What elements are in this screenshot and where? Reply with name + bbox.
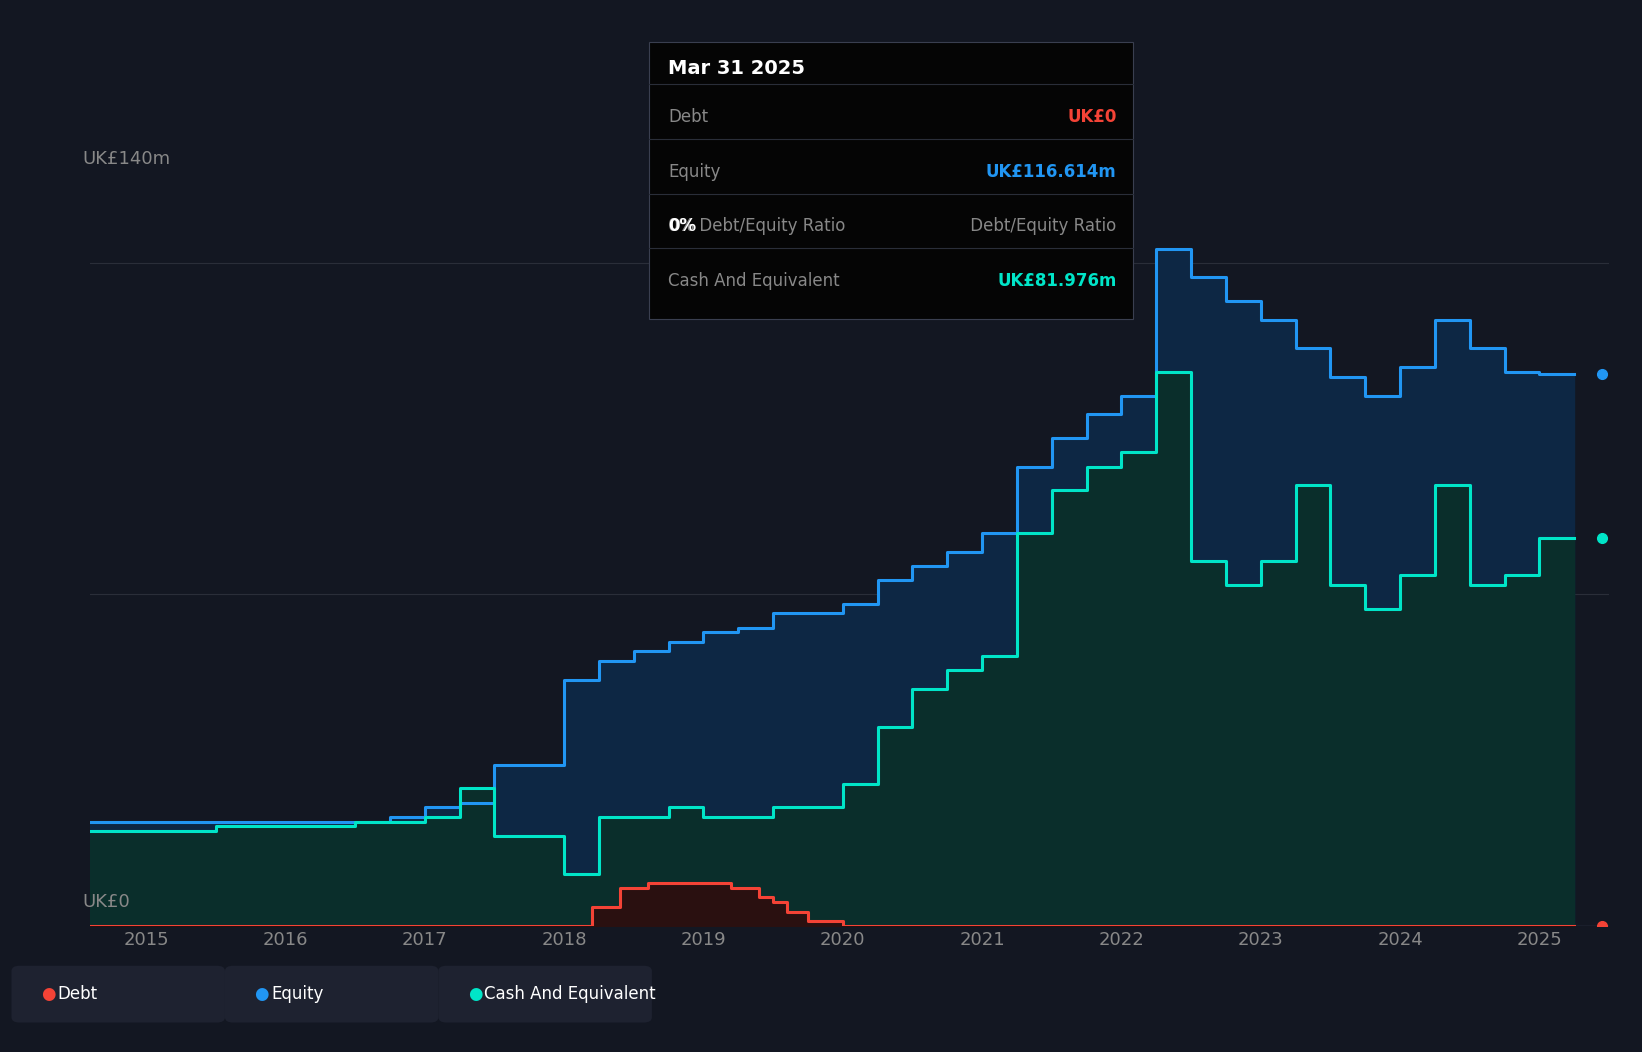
Text: 0% Debt/Equity Ratio: 0% Debt/Equity Ratio: [668, 218, 846, 236]
Text: Cash And Equivalent: Cash And Equivalent: [484, 985, 657, 1004]
Text: UK£81.976m: UK£81.976m: [997, 272, 1117, 290]
Text: Debt: Debt: [668, 108, 708, 126]
Text: Debt/Equity Ratio: Debt/Equity Ratio: [965, 218, 1117, 236]
Text: UK£116.614m: UK£116.614m: [985, 163, 1117, 181]
Text: Equity: Equity: [271, 985, 323, 1004]
Text: Equity: Equity: [668, 163, 721, 181]
Text: Mar 31 2025: Mar 31 2025: [668, 59, 805, 78]
Text: Cash And Equivalent: Cash And Equivalent: [668, 272, 841, 290]
Text: 0%: 0%: [668, 218, 696, 236]
Text: UK£140m: UK£140m: [82, 150, 171, 168]
Text: ●: ●: [468, 985, 483, 1004]
Text: Debt: Debt: [57, 985, 97, 1004]
Text: UK£0: UK£0: [82, 892, 130, 911]
Text: UK£0: UK£0: [1067, 108, 1117, 126]
Text: ●: ●: [255, 985, 269, 1004]
Text: ●: ●: [41, 985, 56, 1004]
